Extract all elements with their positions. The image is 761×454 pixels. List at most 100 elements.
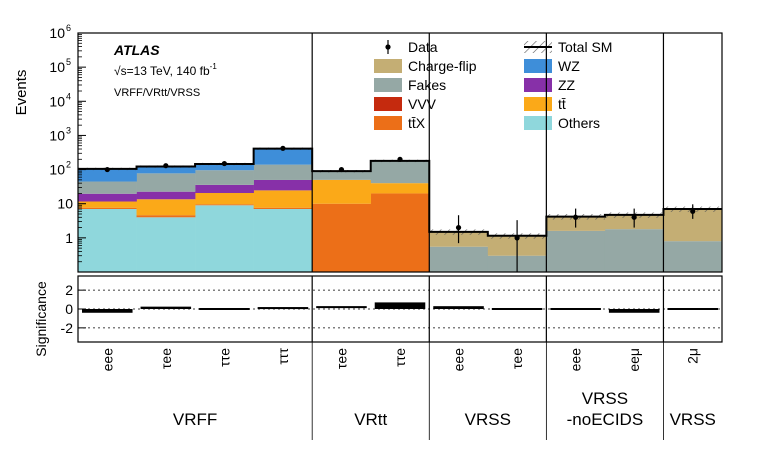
group-label-0: VRFF [173, 410, 217, 429]
group-label-3: VRSS [582, 389, 628, 408]
x-label-7: τee [509, 348, 525, 369]
y-tick-label-1: 10 [57, 196, 73, 212]
y-tick-exp-2: 2 [66, 160, 71, 170]
energy-sup: -1 [210, 62, 218, 71]
data-point-9 [631, 214, 637, 220]
legend-swatch-3 [524, 59, 552, 73]
y-axis-label: Events [13, 70, 30, 116]
group-label-2: VRSS [465, 410, 511, 429]
x-label-10: 2μ [685, 348, 701, 364]
bar-fakes-1 [136, 173, 196, 192]
bar-fakes-9 [604, 229, 664, 272]
bar-ttx-4 [312, 203, 372, 272]
legend-label-7: tt̄ [558, 96, 566, 112]
group-label-4: VRSS [670, 410, 716, 429]
y-tick-exp-6: 6 [66, 23, 71, 33]
data-point-2 [221, 160, 227, 167]
legend-label-0: Data [408, 39, 438, 55]
data-point-5 [397, 156, 403, 162]
data-point-6 [455, 224, 462, 231]
sig-bar-3 [257, 307, 309, 310]
data-point-1 [163, 163, 169, 169]
bar-others-2 [195, 205, 254, 272]
data-point-3 [280, 145, 286, 151]
stacked-histogram [78, 148, 723, 272]
bar-fakes-2 [195, 170, 254, 185]
y-tick-exp-3: 3 [66, 125, 71, 135]
x-label-2: ττe [216, 348, 232, 367]
bar-ttx-3 [253, 207, 313, 210]
legend-label-5: ZZ [558, 77, 576, 93]
bar-zz-2 [195, 184, 254, 193]
x-label-6: eee [451, 348, 467, 372]
bar-tt-4 [312, 179, 372, 204]
legend-label-4: Fakes [408, 77, 446, 93]
x-label-8: eee [568, 348, 584, 372]
bar-wz-1 [136, 166, 196, 174]
data-point-8 [573, 214, 579, 220]
legend: Data Total SM Charge-flip WZ Fakes ZZ VVV tt̄ tt… [374, 39, 612, 131]
x-label-3: τττ [275, 348, 291, 365]
legend-label-1: Total SM [558, 39, 612, 55]
bar-fakes-3 [253, 164, 313, 180]
bar-tt-0 [78, 201, 137, 208]
sig-bar-0 [82, 309, 133, 313]
legend-swatch-8 [374, 116, 402, 130]
legend-label-3: WZ [558, 58, 580, 74]
bar-fakes-6 [429, 246, 489, 272]
x-label-0: eee [99, 348, 115, 372]
sig-bar-7 [491, 308, 543, 310]
sig-bar-9 [608, 309, 660, 313]
bar-others-1 [136, 217, 196, 272]
group-label-1: VRtt [354, 410, 387, 429]
bar-wz-2 [195, 164, 254, 171]
x-label-4: τee [333, 348, 349, 369]
y-tick-label-4: 10 [49, 93, 65, 109]
bar-fakes-4 [312, 171, 372, 180]
sig-bar-8 [550, 308, 601, 310]
x-label-9: eeμ [626, 348, 642, 372]
sig-tick-label-2: 2 [65, 282, 73, 298]
legend-label-6: VVV [408, 96, 437, 112]
y-tick-label-5: 10 [49, 59, 65, 75]
legend-label-8: tt̄X [408, 115, 426, 131]
legend-swatch-9 [524, 116, 552, 130]
legend-label-9: Others [558, 115, 600, 131]
bar-zz-3 [253, 179, 313, 191]
sig-tick-label-1: 0 [65, 301, 73, 317]
region-groups: VRFF VRtt VRSS VRSS -noECIDS VRSS [173, 33, 716, 440]
bar-wz-0 [78, 168, 137, 182]
bar-zz-0 [78, 193, 137, 202]
legend-label-2: Charge-flip [408, 58, 477, 74]
legend-swatch-5 [524, 78, 552, 92]
bar-others-3 [253, 209, 313, 272]
sig-bar-4 [316, 306, 367, 309]
sig-bar-1 [140, 306, 192, 309]
bar-tt-1 [136, 199, 196, 216]
data-point-0 [104, 166, 110, 173]
bar-fakes-8 [546, 230, 606, 272]
bar-ttx-2 [195, 204, 254, 206]
legend-swatch-2 [374, 59, 402, 73]
upper-panel-frame [77, 32, 723, 273]
bar-zz-1 [136, 191, 196, 200]
bar-tt-3 [253, 190, 313, 208]
sig-bar-5 [374, 302, 426, 309]
energy-text: √s=13 TeV, 140 fb [114, 64, 210, 78]
legend-swatch-4 [374, 78, 402, 92]
legend-data-marker [385, 44, 391, 50]
sig-bar-6 [433, 306, 484, 309]
bar-others-0 [78, 209, 137, 272]
group-label2-3: -noECIDS [567, 410, 644, 429]
data-points [104, 145, 696, 272]
bar-wz-3 [253, 148, 313, 165]
x-axis-labels: eee τee ττe τττ τee ττe eee τee eee eeμ 2μ [99, 348, 700, 372]
bar-ttx-1 [136, 215, 196, 218]
y-tick-label-0: 1 [65, 230, 73, 246]
lower-y-axis: -2 0 2 [61, 282, 86, 336]
y-tick-label-2: 10 [49, 162, 65, 178]
y-tick-exp-4: 4 [66, 91, 71, 101]
legend-swatch-6 [374, 97, 402, 111]
bar-tt-2 [195, 192, 254, 205]
